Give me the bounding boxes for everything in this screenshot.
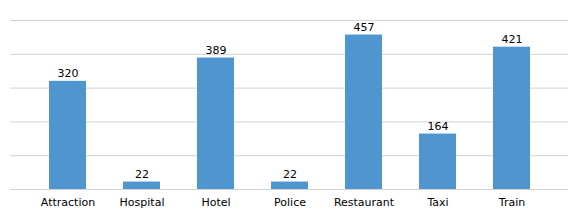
svg-text:389: 389 [206,44,227,57]
svg-text:Attraction: Attraction [41,196,95,209]
svg-text:457: 457 [354,21,375,34]
svg-text:421: 421 [502,33,523,46]
svg-text:22: 22 [135,168,149,181]
svg-text:Restaurant: Restaurant [334,196,395,209]
svg-text:Taxi: Taxi [426,196,448,209]
svg-text:22: 22 [283,168,297,181]
svg-text:320: 320 [58,67,79,80]
svg-text:Hospital: Hospital [120,196,165,209]
svg-text:Train: Train [498,196,525,209]
svg-text:Police: Police [274,196,306,209]
svg-text:Hotel: Hotel [201,196,230,209]
svg-text:164: 164 [428,120,449,133]
